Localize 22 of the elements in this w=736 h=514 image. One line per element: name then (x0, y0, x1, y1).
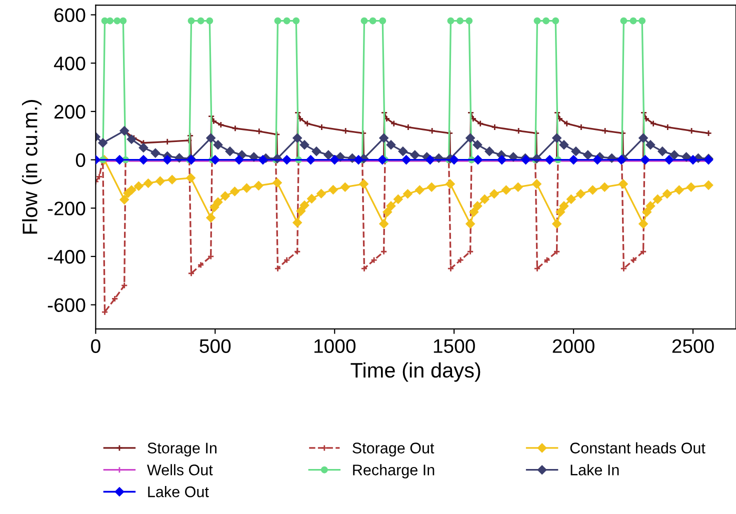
legend-label: Storage Out (352, 442, 434, 456)
y-tick-label: 600 (54, 8, 86, 22)
y-tick-label: 200 (54, 104, 86, 119)
y-tick-label: -600 (48, 298, 86, 312)
y-tick-label: -400 (48, 250, 86, 264)
x-axis-title: Time (in days) (350, 362, 480, 382)
y-tick-label: 0 (76, 153, 86, 168)
legend-label: Constant heads Out (570, 442, 706, 454)
x-tick-label: 2000 (552, 339, 594, 353)
y-tick-label: 400 (54, 56, 86, 70)
legend-label: Wells Out (147, 464, 213, 476)
legend-label: Lake In (570, 464, 619, 476)
y-tick-label: -200 (48, 202, 86, 216)
legend-label: Lake Out (148, 486, 209, 498)
x-tick-label: 0 (91, 339, 100, 353)
x-tick-label: 2500 (672, 339, 714, 353)
legend-label: Storage In (148, 442, 216, 456)
legend-label: Recharge In (353, 464, 434, 478)
y-axis-title: Flow (in cu.m.) (22, 100, 42, 234)
x-tick-label: 1000 (314, 339, 356, 353)
x-tick-label: 500 (200, 339, 231, 353)
x-tick-label: 1500 (434, 339, 475, 353)
